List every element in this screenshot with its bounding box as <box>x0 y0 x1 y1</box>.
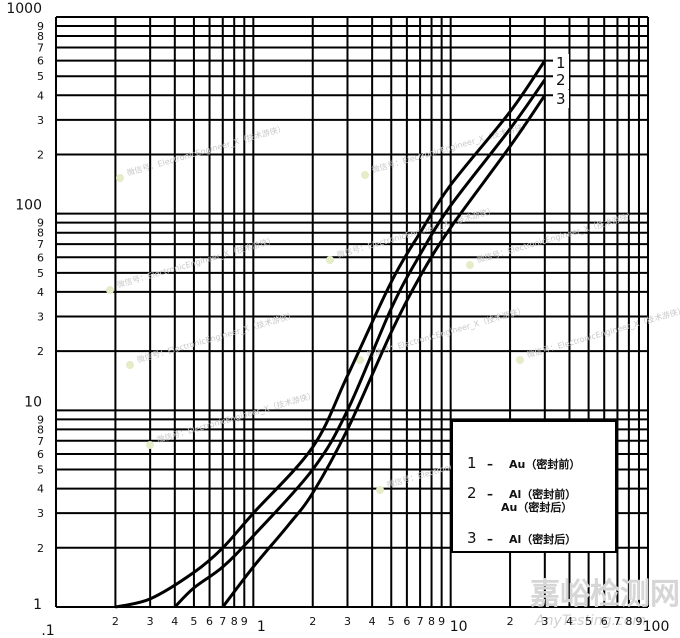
site-watermark-en: AnyTesting.com <box>534 613 646 629</box>
curve-label-3: 3 <box>553 90 569 108</box>
legend-item-2: 2– Al（密封前） <box>467 484 576 502</box>
legend-item-3: 3– Al（密封后） <box>467 529 576 547</box>
x-minor-tick-label: 9 <box>241 615 248 628</box>
y-minor-tick-label: 9 <box>37 413 44 426</box>
y-minor-tick-label: 7 <box>37 238 44 251</box>
x-decade-label: 1 <box>257 619 266 635</box>
x-minor-tick-label: 5 <box>585 615 592 628</box>
x-minor-tick-label: 5 <box>190 615 197 628</box>
watermark-logo-icon <box>126 361 134 369</box>
x-decade-label: 100 <box>643 619 670 635</box>
legend-label: Au（密封前） <box>509 458 581 471</box>
watermark-text: 微信号：ElectronicEngineer_X（技术游侠） <box>115 235 276 290</box>
watermark-logo-icon <box>146 441 154 449</box>
legend-number: 1 <box>467 454 477 472</box>
y-minor-tick-label: 2 <box>37 542 44 555</box>
curve-3 <box>221 94 547 608</box>
y-decade-label: 10 <box>24 394 42 410</box>
x-minor-tick-label: 7 <box>219 615 226 628</box>
x-minor-tick-label: 3 <box>147 615 154 628</box>
legend-item-2-second-line: Au（密封后） <box>501 499 572 515</box>
y-minor-tick-label: 9 <box>37 217 44 230</box>
curve-2 <box>173 78 547 609</box>
x-decade-label: 10 <box>450 619 468 635</box>
y-minor-tick-label: 8 <box>37 227 44 240</box>
y-minor-tick-label: 8 <box>37 423 44 436</box>
x-minor-tick-label: 8 <box>231 615 238 628</box>
curve-label-1: 1 <box>553 54 569 72</box>
legend: 1– Au（密封前） 2– Al（密封前） Au（密封后） 3– Al（密封后） <box>451 420 617 553</box>
legend-number: 2 <box>467 484 477 502</box>
curves <box>115 59 547 609</box>
watermark-text: 微信号：ElectronicEngineer_X（技术游侠） <box>155 390 316 445</box>
x-minor-tick-label: 8 <box>625 615 632 628</box>
y-minor-tick-label: 4 <box>37 286 44 299</box>
x-minor-tick-label: 6 <box>403 615 410 628</box>
legend-item-1: 1– Au（密封前） <box>467 454 580 472</box>
watermark-logo-icon <box>106 286 114 294</box>
y-minor-tick-label: 5 <box>37 464 44 477</box>
x-axis-tick-labels: 2 3 4 5 6 7 8 9 2 3 4 5 6 7 8 9 2 3 4 5 6 7 8 9.1 1 10 100 <box>41 615 669 638</box>
y-minor-tick-label: 8 <box>37 30 44 43</box>
y-decade-label: 1 <box>33 597 42 613</box>
x-minor-tick-label: 9 <box>635 615 642 628</box>
site-watermark-cn: 嘉峪检测网 <box>530 577 680 612</box>
horizontal-grid-lines <box>56 16 648 608</box>
x-minor-tick-label: 9 <box>438 615 445 628</box>
y-minor-tick-label: 2 <box>37 148 44 161</box>
x-decade-label: .1 <box>41 623 54 638</box>
y-minor-tick-label: 3 <box>37 507 44 520</box>
x-minor-tick-label: 2 <box>309 615 316 628</box>
legend-label: Al（密封前） <box>509 488 577 501</box>
y-minor-tick-label: 5 <box>37 267 44 280</box>
y-minor-tick-label: 9 <box>37 20 44 33</box>
x-minor-tick-label: 3 <box>541 615 548 628</box>
legend-dash: – <box>487 457 493 471</box>
x-minor-tick-label: 5 <box>388 615 395 628</box>
watermark-logo-icon <box>516 356 524 364</box>
watermark-logo-icon <box>376 486 384 494</box>
y-minor-tick-label: 6 <box>37 251 44 264</box>
y-minor-tick-label: 3 <box>37 310 44 323</box>
x-minor-tick-label: 8 <box>428 615 435 628</box>
y-minor-tick-label: 5 <box>37 70 44 83</box>
legend-dash: – <box>487 532 493 546</box>
y-minor-tick-label: 4 <box>37 89 44 102</box>
x-minor-tick-label: 3 <box>344 615 351 628</box>
x-minor-tick-label: 2 <box>507 615 514 628</box>
watermark-text: 微信号：ElectronicEngineer_X（技术游侠） <box>135 310 296 365</box>
x-minor-tick-label: 4 <box>369 615 376 628</box>
y-minor-tick-label: 2 <box>37 345 44 358</box>
x-minor-tick-label: 7 <box>614 615 621 628</box>
curve-1 <box>115 59 547 609</box>
watermark-logo-icon <box>326 256 334 264</box>
legend-label: Al（密封后） <box>509 533 577 546</box>
x-minor-tick-label: 6 <box>206 615 213 628</box>
x-minor-tick-label: 2 <box>112 615 119 628</box>
watermark-logo-icon <box>466 261 474 269</box>
x-minor-tick-label: 4 <box>566 615 573 628</box>
legend-number: 3 <box>467 529 477 547</box>
x-minor-tick-label: 4 <box>171 615 178 628</box>
y-minor-tick-label: 3 <box>37 114 44 127</box>
y-decade-label: 1000 <box>6 1 42 17</box>
legend-dash: – <box>487 487 493 501</box>
curve-label-2: 2 <box>553 71 569 89</box>
y-minor-tick-label: 4 <box>37 483 44 496</box>
y-minor-tick-label: 6 <box>37 55 44 68</box>
y-minor-tick-label: 7 <box>37 435 44 448</box>
x-minor-tick-label: 6 <box>601 615 608 628</box>
y-minor-tick-label: 6 <box>37 448 44 461</box>
x-minor-tick-label: 7 <box>417 615 424 628</box>
legend-label: Au（密封后） <box>501 501 573 514</box>
y-decade-label: 100 <box>15 198 42 214</box>
y-minor-tick-label: 7 <box>37 41 44 54</box>
watermark-logo-icon <box>361 171 369 179</box>
watermark-logo-icon <box>116 174 124 182</box>
watermark-logo-icon <box>356 356 364 364</box>
